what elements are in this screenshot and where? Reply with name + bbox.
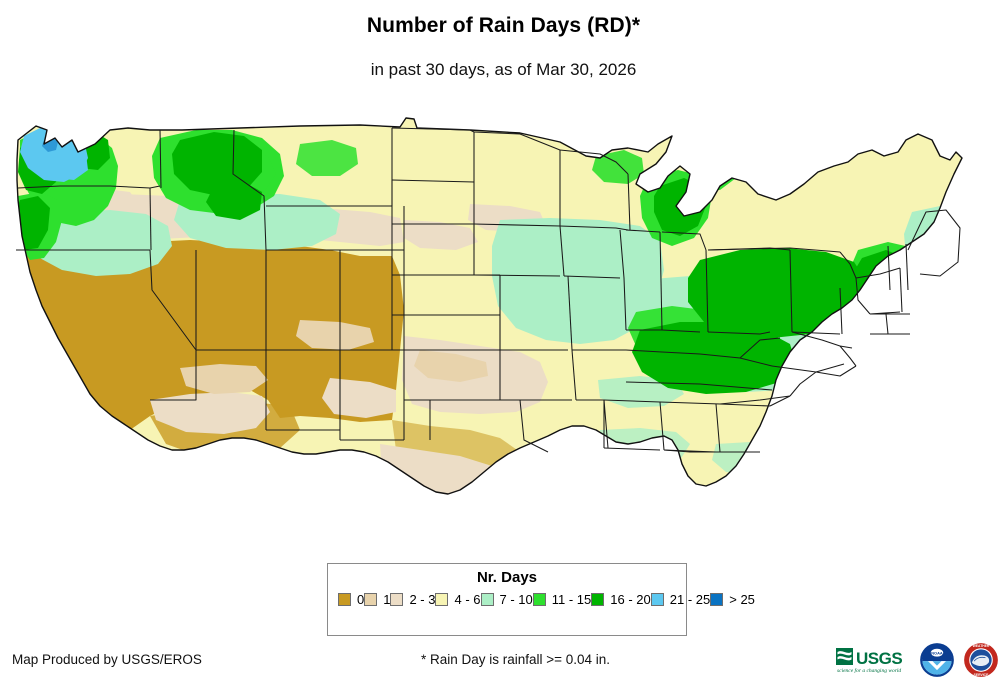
legend-swatch-2 (390, 593, 404, 606)
usgs-logo: USGS science for a changing world (836, 648, 903, 674)
legend-item-5[interactable]: 11 - 15 (532, 591, 592, 608)
legend-item-8[interactable]: > 25 (710, 591, 755, 608)
legend-swatch-1 (364, 593, 378, 606)
legend-swatch-6 (591, 593, 605, 606)
legend-swatch-5 (532, 593, 546, 606)
legend-label-0: 0 (357, 592, 365, 607)
agency-logos: USGS science for a changing world NOAA W… (835, 636, 999, 684)
legend-item-7[interactable]: 21 - 25 (650, 591, 711, 608)
svg-text:NOAA: NOAA (931, 650, 943, 655)
legend-label-7: 21 - 25 (669, 592, 711, 607)
svg-text:SERVICE: SERVICE (974, 673, 989, 677)
legend-swatch-3 (435, 593, 449, 606)
legend-swatch-0 (338, 593, 351, 606)
national-weather-service-logo: WEATHER SERVICE (964, 643, 998, 677)
noaa-logo: NOAA (920, 643, 954, 677)
legend-item-0[interactable]: 0 (338, 591, 364, 608)
legend-item-1[interactable]: 1 (364, 591, 390, 608)
legend-item-2[interactable]: 2 - 3 (390, 591, 435, 608)
svg-text:USGS: USGS (856, 649, 902, 668)
map-legend: Nr. Days 0 1 2 - 3 4 - 6 7 - 10 (327, 563, 755, 636)
legend-swatch-4 (480, 593, 494, 606)
state-boundaries (16, 117, 963, 495)
legend-label-6: 16 - 20 (610, 592, 651, 607)
legend-item-4[interactable]: 7 - 10 (480, 591, 533, 608)
footer-note: * Rain Day is rainfall >= 0.04 in. (420, 652, 611, 667)
legend-label-1: 1 (383, 592, 391, 607)
choropleth-raster (17, 118, 962, 494)
legend-swatch-8 (710, 593, 724, 606)
legend-label-3: 4 - 6 (454, 592, 481, 607)
page-subtitle: in past 30 days, as of Mar 30, 2026 (370, 60, 637, 79)
legend-items: 0 1 2 - 3 4 - 6 7 - 10 11 - 15 (338, 591, 755, 608)
us-choropleth-svg (16, 117, 963, 495)
legend-label-5: 11 - 15 (551, 592, 592, 607)
legend-swatch-7 (650, 593, 664, 606)
rain-days-map (0, 100, 1007, 560)
legend-label-2: 2 - 3 (409, 592, 436, 607)
legend-label-4: 7 - 10 (499, 592, 533, 607)
page-title: Number of Rain Days (RD)* (366, 14, 641, 37)
legend-label-8: > 25 (729, 592, 755, 607)
svg-text:science for a changing world: science for a changing world (837, 667, 901, 674)
footer-credit: Map Produced by USGS/EROS (12, 652, 202, 667)
svg-text:WEATHER: WEATHER (973, 644, 990, 648)
legend-item-3[interactable]: 4 - 6 (435, 591, 481, 608)
legend-title: Nr. Days (476, 569, 538, 586)
legend-item-6[interactable]: 16 - 20 (591, 591, 651, 608)
